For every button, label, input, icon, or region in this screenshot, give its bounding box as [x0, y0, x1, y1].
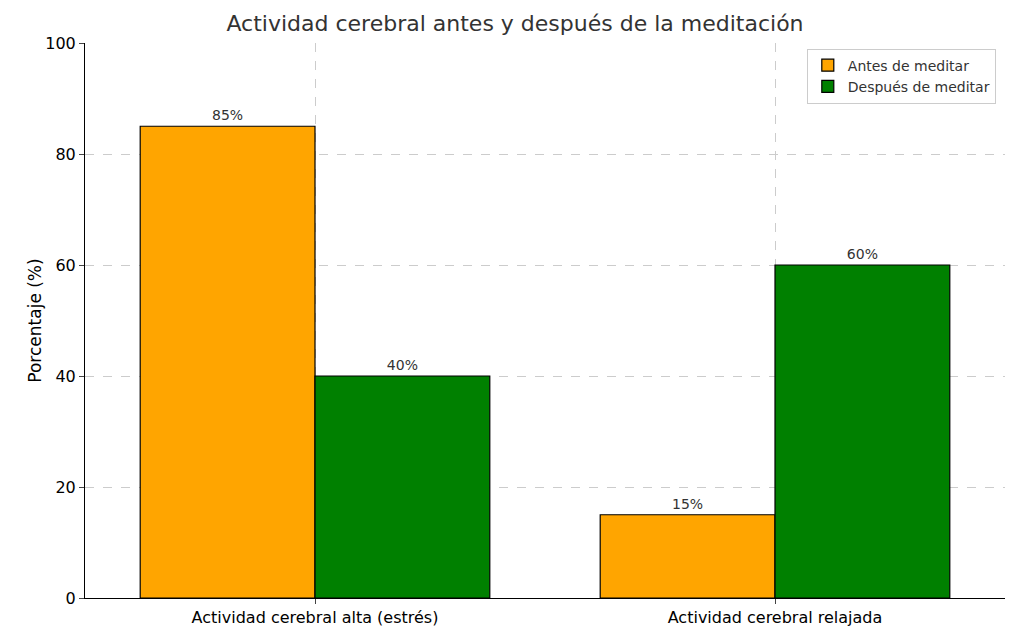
svg-text:Antes de meditar: Antes de meditar [848, 58, 969, 74]
svg-text:80: 80 [55, 145, 75, 164]
svg-text:15%: 15% [672, 496, 703, 512]
svg-text:100: 100 [45, 34, 76, 53]
svg-text:85%: 85% [212, 107, 243, 123]
svg-text:Actividad cerebral relajada: Actividad cerebral relajada [668, 608, 883, 627]
svg-text:0: 0 [66, 589, 76, 608]
svg-text:20: 20 [55, 478, 75, 497]
svg-text:40: 40 [55, 367, 75, 386]
svg-text:40%: 40% [387, 357, 418, 373]
svg-text:Después de meditar: Después de meditar [848, 79, 990, 95]
svg-text:Actividad cerebral antes y des: Actividad cerebral antes y después de la… [226, 11, 803, 36]
svg-text:Actividad cerebral alta (estré: Actividad cerebral alta (estrés) [192, 608, 439, 627]
svg-text:Porcentaje (%): Porcentaje (%) [25, 258, 45, 382]
svg-text:60%: 60% [847, 246, 878, 262]
svg-text:60: 60 [55, 256, 75, 275]
